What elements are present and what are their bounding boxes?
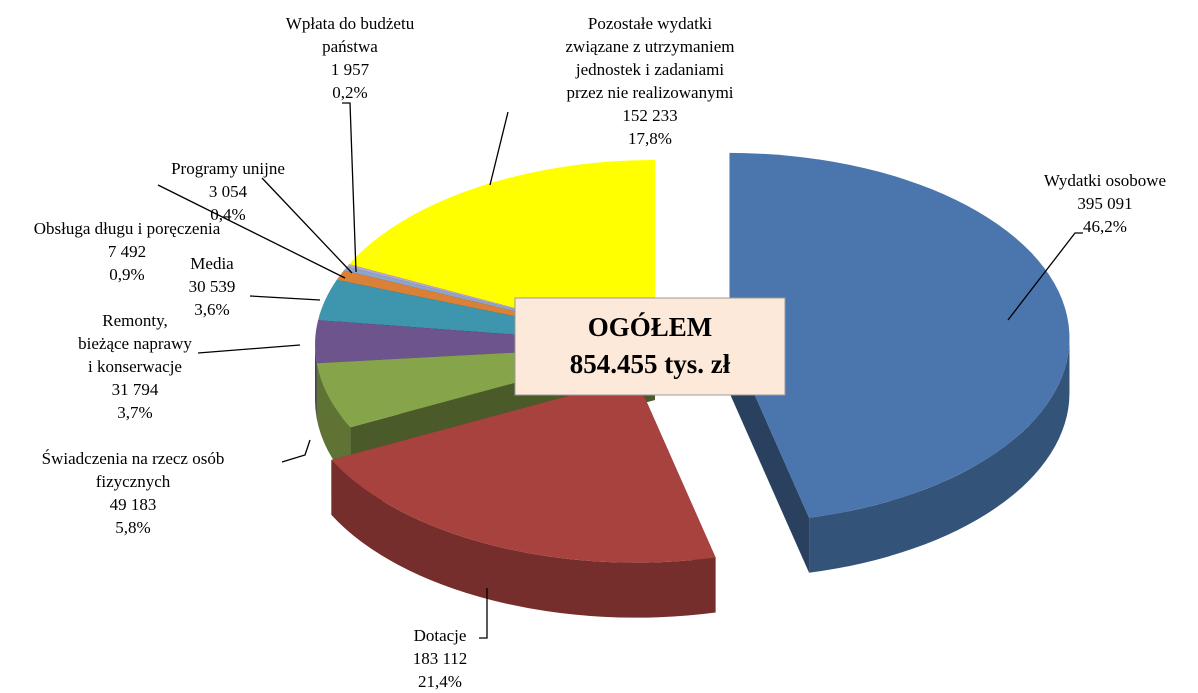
slice-label: związane z utrzymaniem	[566, 37, 735, 56]
slice-top	[331, 377, 716, 563]
total-title: OGÓŁEM	[588, 312, 713, 342]
percentage-label: 3,6%	[194, 300, 229, 319]
labels: Wydatki osobowe 395 091 46,2% Dotacje 183 11…	[34, 14, 1166, 691]
slice-label: bieżące naprawy	[78, 334, 192, 353]
slice-label: fizycznych	[96, 472, 171, 491]
percentage-label: 46,2%	[1083, 217, 1127, 236]
slice-side	[316, 363, 351, 483]
slice-side	[809, 337, 1070, 573]
percentage-label: 17,8%	[628, 129, 672, 148]
slice-label: przez nie realizowanymi	[566, 83, 733, 102]
value-label: 3 054	[209, 182, 248, 201]
slice-label: państwa	[322, 37, 378, 56]
slice-label: Dotacje	[414, 626, 467, 645]
percentage-label: 0,2%	[332, 83, 367, 102]
value-label: 30 539	[189, 277, 236, 296]
slice-top	[314, 320, 655, 364]
value-label: 7 492	[108, 242, 146, 261]
slice-label: Media	[190, 254, 234, 273]
slice-top	[729, 152, 1070, 518]
slice-label: Wpłata do budżetu	[286, 14, 415, 33]
slice-side	[315, 345, 317, 419]
total-box	[514, 297, 786, 396]
leader-line	[281, 439, 311, 463]
percentage-label: 5,8%	[115, 518, 150, 537]
slice	[729, 152, 1070, 573]
slice-label: Świadczenia na rzecz osób	[42, 449, 225, 468]
leader-line	[489, 111, 509, 186]
value-label: 1 957	[331, 60, 370, 79]
slice	[331, 377, 716, 618]
total-value: 854.455 tys. zł	[570, 349, 731, 379]
value-label: 183 112	[413, 649, 468, 668]
percentage-label: 0,9%	[109, 265, 144, 284]
slice-wall	[729, 337, 810, 573]
slice-label: Remonty,	[102, 311, 167, 330]
percentage-label: 3,7%	[117, 403, 152, 422]
slice-label: Pozostałe wydatki	[588, 14, 712, 33]
value-label: 31 794	[112, 380, 159, 399]
leader-line	[479, 588, 488, 639]
value-label: 395 091	[1077, 194, 1132, 213]
slice-label: jednostek i zadaniami	[575, 60, 725, 79]
slice-label: i konserwacje	[88, 357, 182, 376]
slice-label: Programy unijne	[171, 159, 285, 178]
leader-line	[342, 102, 357, 273]
slice-side	[331, 459, 716, 618]
leader-line	[197, 344, 301, 354]
percentage-label: 21,4%	[418, 672, 462, 691]
percentage-label: 0,4%	[210, 205, 245, 224]
leader-line	[249, 295, 321, 301]
leader-line	[1007, 232, 1083, 321]
leader-line	[261, 177, 353, 274]
slice-label: Obsługa długu i poręczenia	[34, 219, 221, 238]
leader-line	[157, 184, 346, 279]
slice-label: Wydatki osobowe	[1044, 171, 1166, 190]
value-label: 49 183	[110, 495, 157, 514]
value-label: 152 233	[622, 106, 677, 125]
